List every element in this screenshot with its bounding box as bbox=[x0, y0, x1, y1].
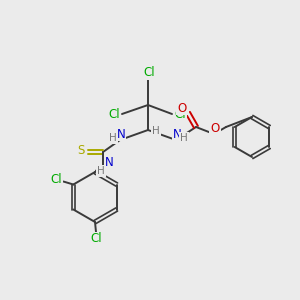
Text: H: H bbox=[109, 133, 117, 143]
Text: H: H bbox=[152, 126, 160, 136]
Text: H: H bbox=[97, 166, 105, 176]
Text: Cl: Cl bbox=[50, 173, 62, 186]
Text: Cl: Cl bbox=[90, 232, 102, 245]
Text: S: S bbox=[77, 145, 85, 158]
Text: N: N bbox=[117, 128, 125, 140]
Text: N: N bbox=[105, 157, 113, 169]
Text: N: N bbox=[172, 128, 182, 140]
Text: O: O bbox=[177, 101, 187, 115]
Text: Cl: Cl bbox=[108, 107, 120, 121]
Text: Cl: Cl bbox=[143, 67, 155, 80]
Text: Cl: Cl bbox=[174, 107, 186, 121]
Text: H: H bbox=[180, 133, 188, 143]
Text: O: O bbox=[210, 122, 220, 134]
